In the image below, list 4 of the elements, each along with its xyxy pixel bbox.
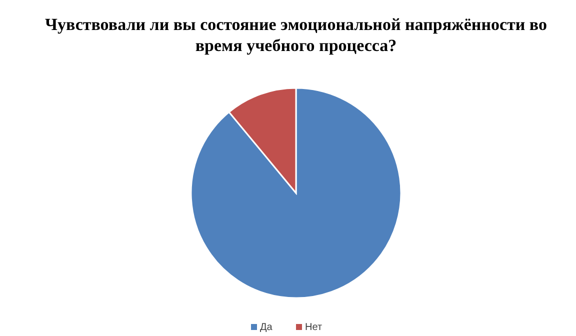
legend-label: Нет	[305, 322, 322, 333]
legend-label: Да	[260, 322, 273, 333]
chart-title: Чувствовали ли вы состояние эмоциональной напряжённости во время учебного процесса?	[44, 15, 548, 55]
pie-slice	[190, 87, 402, 299]
